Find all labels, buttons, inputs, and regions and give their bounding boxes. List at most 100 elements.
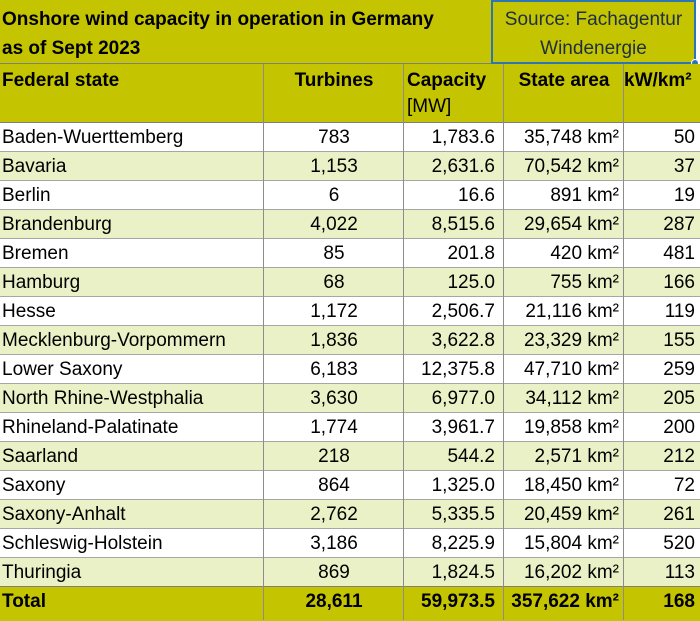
cell-capacity[interactable]: 1,783.6 xyxy=(431,127,495,148)
source-line-2: Windenergie xyxy=(540,38,647,59)
table-row: Brandenburg 4,022 8,515.6 29,654 km² 287 xyxy=(0,210,700,239)
cell-capacity[interactable]: 3,622.8 xyxy=(431,330,495,351)
cell-capacity[interactable]: 125.0 xyxy=(447,272,495,293)
cell-capacity[interactable]: 6,977.0 xyxy=(431,388,495,409)
cell-federal-state[interactable]: Berlin xyxy=(2,185,51,206)
cell-federal-state[interactable]: Saxony xyxy=(2,475,66,496)
cell-turbines[interactable]: 869 xyxy=(318,562,350,583)
cell-capacity[interactable]: 16.6 xyxy=(458,185,495,206)
cell-turbines[interactable]: 6 xyxy=(328,185,340,206)
cell-density[interactable]: 261 xyxy=(663,504,695,525)
cell-capacity[interactable]: 2,631.6 xyxy=(431,156,495,177)
cell-turbines[interactable]: 1,153 xyxy=(310,156,358,177)
cell-density[interactable]: 50 xyxy=(673,127,695,148)
column-divider xyxy=(503,64,504,620)
cell-federal-state[interactable]: Baden-Wuerttemberg xyxy=(2,127,184,148)
cell-density[interactable]: 205 xyxy=(663,388,695,409)
cell-state-area[interactable]: 34,112 km² xyxy=(525,388,619,409)
cell-state-area[interactable]: 755 km² xyxy=(550,272,619,293)
cell-federal-state[interactable]: Lower Saxony xyxy=(2,359,123,380)
cell-state-area[interactable]: 420 km² xyxy=(550,243,619,264)
cell-state-area[interactable]: 20,459 km² xyxy=(523,504,619,525)
cell-state-area[interactable]: 891 km² xyxy=(550,185,619,206)
header-capacity[interactable]: Capacity [MW] xyxy=(404,64,504,122)
cell-state-area[interactable]: 21,116 km² xyxy=(525,301,619,322)
cell-state-area[interactable]: 35,748 km² xyxy=(523,127,619,148)
cell-turbines[interactable]: 2,762 xyxy=(310,504,358,525)
table-row: Hamburg 68 125.0 755 km² 166 xyxy=(0,268,700,297)
cell-state-area[interactable]: 2,571 km² xyxy=(534,446,619,467)
cell-density[interactable]: 113 xyxy=(664,562,695,583)
cell-density[interactable]: 520 xyxy=(663,533,695,554)
total-turbines[interactable]: 28,611 xyxy=(305,591,363,612)
cell-turbines[interactable]: 1,172 xyxy=(310,301,358,322)
cell-capacity[interactable]: 8,225.9 xyxy=(431,533,495,554)
cell-density[interactable]: 119 xyxy=(664,301,695,322)
cell-turbines[interactable]: 783 xyxy=(318,127,350,148)
cell-turbines[interactable]: 68 xyxy=(323,272,345,293)
cell-state-area[interactable]: 18,450 km² xyxy=(523,475,619,496)
cell-density[interactable]: 72 xyxy=(673,475,695,496)
total-density[interactable]: 168 xyxy=(663,591,695,612)
cell-federal-state[interactable]: Saarland xyxy=(2,446,79,467)
cell-density[interactable]: 287 xyxy=(663,214,695,235)
cell-state-area[interactable]: 19,858 km² xyxy=(523,417,619,438)
cell-turbines[interactable]: 1,774 xyxy=(310,417,358,438)
cell-capacity[interactable]: 2,506.7 xyxy=(431,301,495,322)
cell-capacity[interactable]: 1,824.5 xyxy=(431,562,495,583)
header-turbines[interactable]: Turbines xyxy=(294,70,374,91)
cell-turbines[interactable]: 3,186 xyxy=(310,533,358,554)
cell-capacity[interactable]: 3,961.7 xyxy=(431,417,495,438)
cell-state-area[interactable]: 16,202 km² xyxy=(523,562,619,583)
cell-turbines[interactable]: 864 xyxy=(318,475,350,496)
cell-turbines[interactable]: 4,022 xyxy=(310,214,358,235)
cell-state-area[interactable]: 23,329 km² xyxy=(523,330,619,351)
total-capacity[interactable]: 59,973.5 xyxy=(421,591,495,612)
cell-state-area[interactable]: 47,710 km² xyxy=(523,359,619,380)
cell-federal-state[interactable]: Schleswig-Holstein xyxy=(2,533,163,554)
cell-capacity[interactable]: 12,375.8 xyxy=(421,359,495,380)
cell-capacity[interactable]: 1,325.0 xyxy=(431,475,495,496)
cell-state-area[interactable]: 70,542 km² xyxy=(523,156,619,177)
cell-capacity[interactable]: 544.2 xyxy=(447,446,495,467)
cell-density[interactable]: 37 xyxy=(673,156,695,177)
cell-turbines[interactable]: 3,630 xyxy=(310,388,358,409)
cell-turbines[interactable]: 218 xyxy=(318,446,350,467)
cell-federal-state[interactable]: Mecklenburg-Vorpommern xyxy=(2,330,226,351)
cell-federal-state[interactable]: Rhineland-Palatinate xyxy=(2,417,179,438)
cell-federal-state[interactable]: Bremen xyxy=(2,243,69,264)
cell-turbines[interactable]: 85 xyxy=(323,243,345,264)
header-capacity-label: Capacity xyxy=(407,70,487,91)
table-title[interactable]: Onshore wind capacity in operation in Ge… xyxy=(0,0,492,64)
cell-federal-state[interactable]: Hamburg xyxy=(2,272,81,293)
cell-density[interactable]: 481 xyxy=(663,243,695,264)
cell-capacity[interactable]: 8,515.6 xyxy=(431,214,495,235)
cell-density[interactable]: 155 xyxy=(663,330,695,351)
cell-state-area[interactable]: 29,654 km² xyxy=(523,214,619,235)
cell-capacity[interactable]: 201.8 xyxy=(447,243,495,264)
header-state-area[interactable]: State area xyxy=(518,70,610,91)
total-area[interactable]: 357,622 km² xyxy=(511,591,619,612)
cell-capacity[interactable]: 5,335.5 xyxy=(431,504,495,525)
cell-federal-state[interactable]: North Rhine-Westphalia xyxy=(2,388,204,409)
cell-federal-state[interactable]: Bavaria xyxy=(2,156,67,177)
cell-density[interactable]: 259 xyxy=(663,359,695,380)
cell-federal-state[interactable]: Hesse xyxy=(2,301,56,322)
source-cell-selected[interactable]: Source: Fachagentur Windenergie xyxy=(491,0,696,64)
header-federal-state[interactable]: Federal state xyxy=(2,70,120,91)
cell-density[interactable]: 166 xyxy=(663,272,695,293)
cell-turbines[interactable]: 6,183 xyxy=(310,359,358,380)
cell-density[interactable]: 19 xyxy=(673,185,695,206)
cell-turbines[interactable]: 1,836 xyxy=(310,330,358,351)
cell-state-area[interactable]: 15,804 km² xyxy=(523,533,619,554)
cell-density[interactable]: 200 xyxy=(663,417,695,438)
table-row: Bavaria 1,153 2,631.6 70,542 km² 37 xyxy=(0,152,700,181)
total-label[interactable]: Total xyxy=(2,591,46,612)
cell-federal-state[interactable]: Thuringia xyxy=(2,562,82,583)
cell-federal-state[interactable]: Brandenburg xyxy=(2,214,112,235)
header-density[interactable]: kW/km² xyxy=(624,70,692,91)
cell-federal-state[interactable]: Saxony-Anhalt xyxy=(2,504,126,525)
cell-density[interactable]: 212 xyxy=(663,446,695,467)
title-line-1: Onshore wind capacity in operation in Ge… xyxy=(2,9,434,30)
